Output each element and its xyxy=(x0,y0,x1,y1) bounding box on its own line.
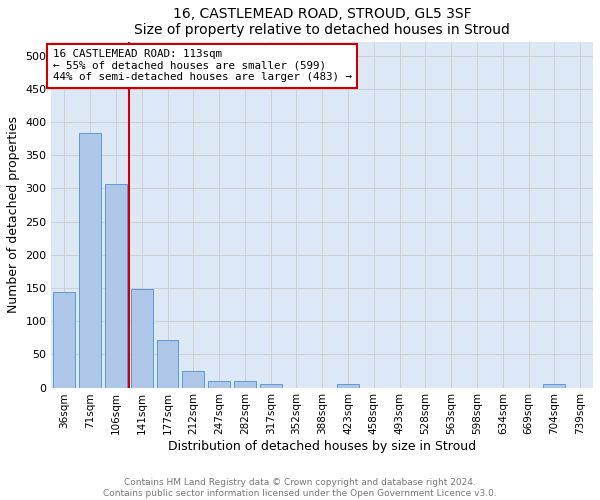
Text: 16 CASTLEMEAD ROAD: 113sqm
← 55% of detached houses are smaller (599)
44% of sem: 16 CASTLEMEAD ROAD: 113sqm ← 55% of deta… xyxy=(53,49,352,82)
Bar xyxy=(157,340,178,388)
Text: Contains HM Land Registry data © Crown copyright and database right 2024.
Contai: Contains HM Land Registry data © Crown c… xyxy=(103,478,497,498)
Bar xyxy=(544,384,565,388)
X-axis label: Distribution of detached houses by size in Stroud: Distribution of detached houses by size … xyxy=(168,440,476,453)
Bar xyxy=(131,288,153,388)
Bar xyxy=(53,292,76,388)
Bar xyxy=(182,371,204,388)
Title: 16, CASTLEMEAD ROAD, STROUD, GL5 3SF
Size of property relative to detached house: 16, CASTLEMEAD ROAD, STROUD, GL5 3SF Siz… xyxy=(134,7,510,37)
Bar xyxy=(79,134,101,388)
Bar xyxy=(105,184,127,388)
Bar xyxy=(260,384,281,388)
Bar xyxy=(337,384,359,388)
Bar xyxy=(208,381,230,388)
Y-axis label: Number of detached properties: Number of detached properties xyxy=(7,116,20,314)
Bar xyxy=(234,381,256,388)
